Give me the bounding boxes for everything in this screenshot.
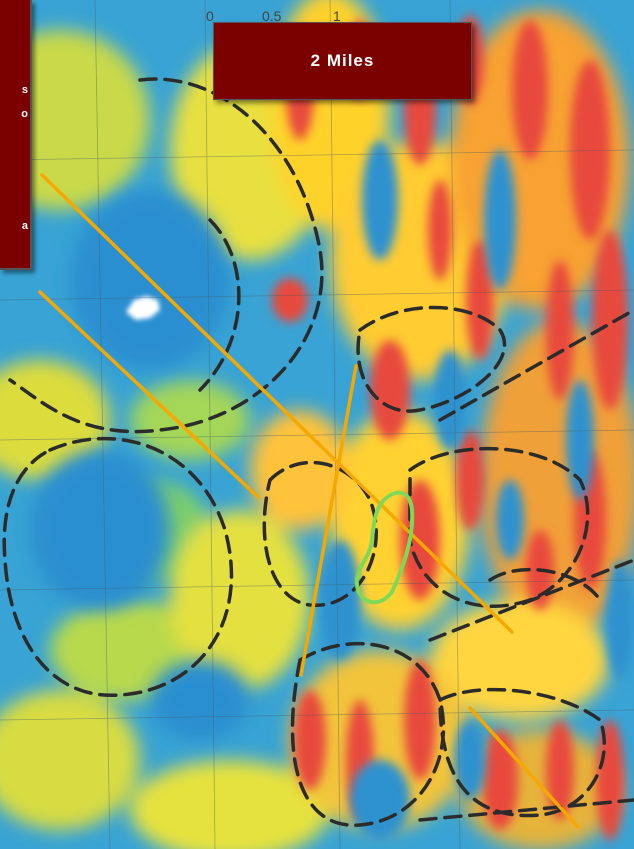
inner-structure-arc xyxy=(198,218,241,392)
east-structure-ring xyxy=(408,446,590,609)
lake-icon xyxy=(126,296,160,320)
northeast-structure-ring xyxy=(356,305,507,413)
south-structure-ring xyxy=(290,641,446,827)
scale-banner: 2 Miles xyxy=(213,22,472,100)
legend-fragment-2: o xyxy=(21,108,28,120)
central-structure-ring xyxy=(262,460,379,607)
fault-northwest-secondary xyxy=(38,290,260,499)
east-arc xyxy=(488,567,602,602)
legend-panel: s o a xyxy=(0,0,32,270)
structure-outlines xyxy=(2,77,634,827)
north-structure-ring xyxy=(8,77,324,434)
fault-southeast xyxy=(468,706,580,829)
target-anomaly-outline xyxy=(354,490,415,605)
west-structure-ring xyxy=(2,436,234,697)
legend-fragment-3: a xyxy=(21,220,28,232)
northeast-lineament xyxy=(438,308,634,422)
legend-fragment-1: s xyxy=(21,84,28,96)
south-lineament xyxy=(418,798,634,822)
fault-north-south xyxy=(299,364,358,677)
scale-tick-0: 0 xyxy=(206,8,214,24)
east-lineament xyxy=(428,558,634,642)
scale-tick-half: 0.5 xyxy=(262,8,282,24)
fault-lines xyxy=(38,173,580,829)
scale-tick-1: 1 xyxy=(333,8,341,24)
southeast-structure-ring xyxy=(438,687,606,818)
scale-label: 2 Miles xyxy=(310,51,375,70)
fault-northwest-main xyxy=(40,173,514,634)
